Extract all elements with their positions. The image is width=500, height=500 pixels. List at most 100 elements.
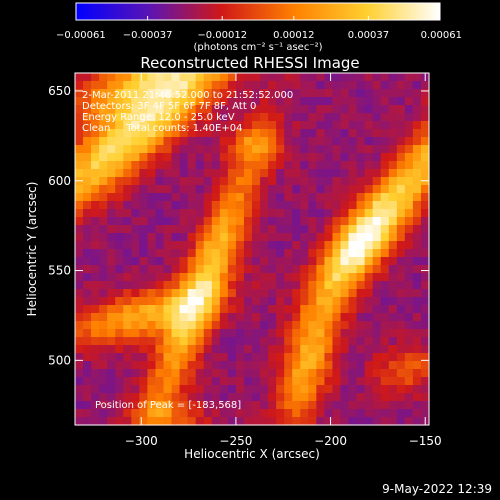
y-axis-label: Heliocentric Y (arcsec) (25, 182, 39, 317)
heatmap-cell (388, 329, 398, 338)
heatmap-cell (115, 233, 124, 242)
heatmap-cell (276, 97, 285, 106)
heatmap-cell (91, 153, 100, 162)
heatmap-cell (364, 137, 374, 146)
heatmap-cell (147, 121, 157, 130)
heatmap-cell (179, 273, 189, 282)
heatmap-cell (276, 177, 285, 186)
heatmap-cell (380, 313, 390, 322)
heatmap-cell (332, 73, 342, 82)
heatmap-cell (420, 89, 430, 98)
heatmap-cell (380, 97, 390, 106)
heatmap-cell (284, 281, 293, 290)
heatmap-cell (268, 305, 277, 314)
heatmap-cell (131, 193, 140, 202)
heatmap-cell (404, 97, 414, 106)
heatmap-cell (284, 409, 293, 418)
heatmap-cell (75, 249, 84, 258)
heatmap-cell (300, 369, 309, 378)
heatmap-cell (115, 313, 124, 322)
heatmap-cell (147, 273, 157, 282)
heatmap-cell (91, 169, 100, 178)
heatmap-cell (276, 137, 285, 146)
heatmap-cell (364, 249, 374, 258)
heatmap-cell (91, 97, 100, 106)
heatmap-cell (195, 345, 205, 354)
heatmap-cell (324, 193, 334, 202)
heatmap-cell (404, 201, 414, 210)
heatmap-cell (412, 377, 422, 386)
heatmap-cell (316, 193, 326, 202)
heatmap-cell (268, 161, 277, 170)
heatmap-cell (235, 321, 245, 330)
heatmap-cell (420, 313, 430, 322)
heatmap-cell (171, 385, 181, 394)
heatmap-cell (235, 217, 245, 226)
heatmap-cell (227, 201, 237, 210)
heatmap-cell (163, 297, 173, 306)
heatmap-cell (235, 401, 245, 410)
heatmap-cell (268, 81, 277, 90)
heatmap-cell (211, 297, 221, 306)
heatmap-cell (171, 233, 181, 242)
heatmap-cell (107, 289, 116, 298)
heatmap-cell (372, 313, 382, 322)
heatmap-cell (300, 217, 309, 226)
heatmap-cell (292, 273, 301, 282)
heatmap-cell (300, 193, 309, 202)
heatmap-cell (115, 121, 124, 130)
heatmap-cell (292, 313, 301, 322)
heatmap-cell (388, 233, 398, 242)
heatmap-cell (115, 137, 124, 146)
heatmap-cell (139, 201, 149, 210)
heatmap-cell (171, 345, 181, 354)
heatmap-cell (235, 209, 245, 218)
heatmap-cell (284, 401, 293, 410)
heatmap-cell (260, 313, 269, 322)
heatmap-cell (203, 297, 213, 306)
annotation-time-range: 2-Mar-2011 21:46:52.000 to 21:52:52.000 (82, 90, 293, 101)
heatmap-cell (404, 193, 414, 202)
heatmap-cell (187, 225, 197, 234)
heatmap-cell (284, 177, 293, 186)
heatmap-cell (308, 97, 317, 106)
heatmap-cell (171, 161, 181, 170)
heatmap-cell (227, 161, 237, 170)
heatmap-cell (91, 241, 100, 250)
heatmap-cell (316, 89, 326, 98)
heatmap-cell (131, 185, 140, 194)
heatmap-cell (420, 217, 430, 226)
heatmap-cell (284, 361, 293, 370)
heatmap-cell (372, 281, 382, 290)
heatmap-cell (171, 337, 181, 346)
heatmap-cell (356, 153, 366, 162)
heatmap-cell (243, 393, 253, 402)
heatmap-cell (300, 161, 309, 170)
heatmap-cell (163, 89, 173, 98)
heatmap-cell (316, 81, 326, 90)
heatmap-cell (340, 233, 350, 242)
heatmap-cell (308, 313, 317, 322)
heatmap-cell (227, 393, 237, 402)
heatmap-cell (388, 345, 398, 354)
heatmap-cell (91, 305, 100, 314)
heatmap-cell (364, 153, 374, 162)
heatmap-cell (300, 137, 309, 146)
heatmap-cell (203, 209, 213, 218)
heatmap-cell (372, 73, 382, 82)
heatmap-cell (203, 161, 213, 170)
heatmap-cell (243, 121, 253, 130)
heatmap-cell (187, 313, 197, 322)
heatmap-cell (131, 353, 140, 362)
heatmap-cell (171, 169, 181, 178)
heatmap-cell (139, 361, 149, 370)
heatmap-cell (123, 97, 132, 106)
heatmap-cell (131, 329, 140, 338)
heatmap-cell (91, 121, 100, 130)
heatmap-cell (203, 361, 213, 370)
heatmap-cell (252, 393, 261, 402)
heatmap-cell (356, 369, 366, 378)
heatmap-cell (396, 129, 406, 138)
heatmap-cell (195, 329, 205, 338)
heatmap-cell (300, 289, 309, 298)
